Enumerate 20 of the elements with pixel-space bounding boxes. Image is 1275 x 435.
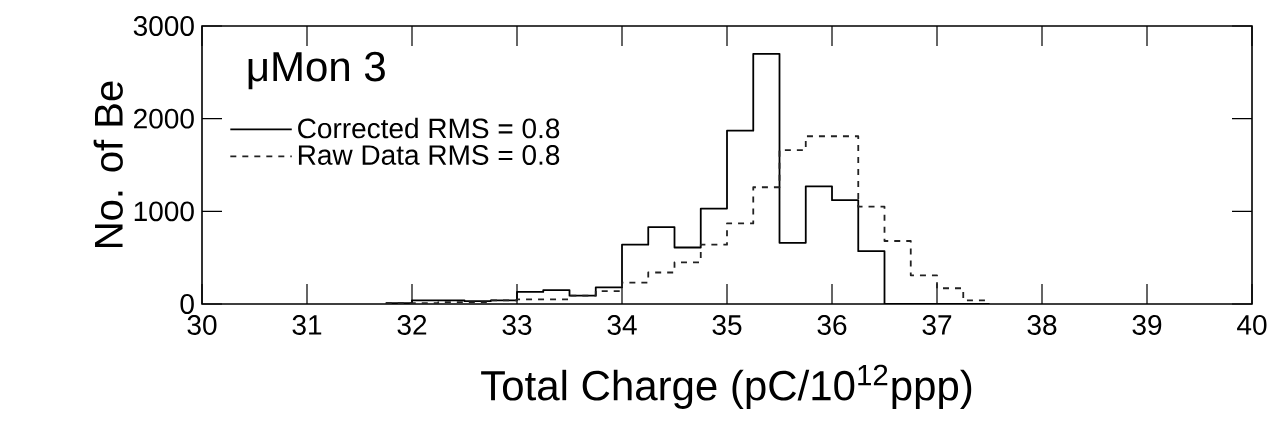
x-tick-label: 30 bbox=[187, 315, 217, 335]
x-tick-label: 31 bbox=[292, 315, 322, 335]
x-tick-label: 35 bbox=[712, 315, 742, 335]
x-tick-label: 37 bbox=[922, 315, 952, 335]
x-tick-label: 34 bbox=[607, 315, 637, 335]
y-tick-label: 0 bbox=[180, 294, 194, 314]
y-tick-label: 3000 bbox=[133, 16, 194, 36]
annotation: μMon 3 bbox=[248, 51, 385, 90]
legend-label: Corrected RMS = 0.8 bbox=[298, 117, 560, 139]
x-tick-label: 36 bbox=[817, 315, 847, 335]
y-tick-label: 2000 bbox=[134, 108, 194, 129]
y-axis-title: No. of Be bbox=[93, 81, 123, 247]
x-axis-title: Total Charge (pC/10$^{12}$ppp) bbox=[481, 364, 972, 409]
y-tick-label: 1000 bbox=[134, 201, 194, 222]
legend-label: Raw Data RMS = 0.8 bbox=[298, 145, 560, 165]
x-tick-label: 32 bbox=[397, 315, 427, 335]
x-tick-label: 33 bbox=[502, 315, 532, 335]
x-tick-label: 39 bbox=[1132, 315, 1162, 335]
x-tick-label: 40 bbox=[1237, 315, 1267, 335]
x-tick-label: 38 bbox=[1027, 315, 1057, 335]
